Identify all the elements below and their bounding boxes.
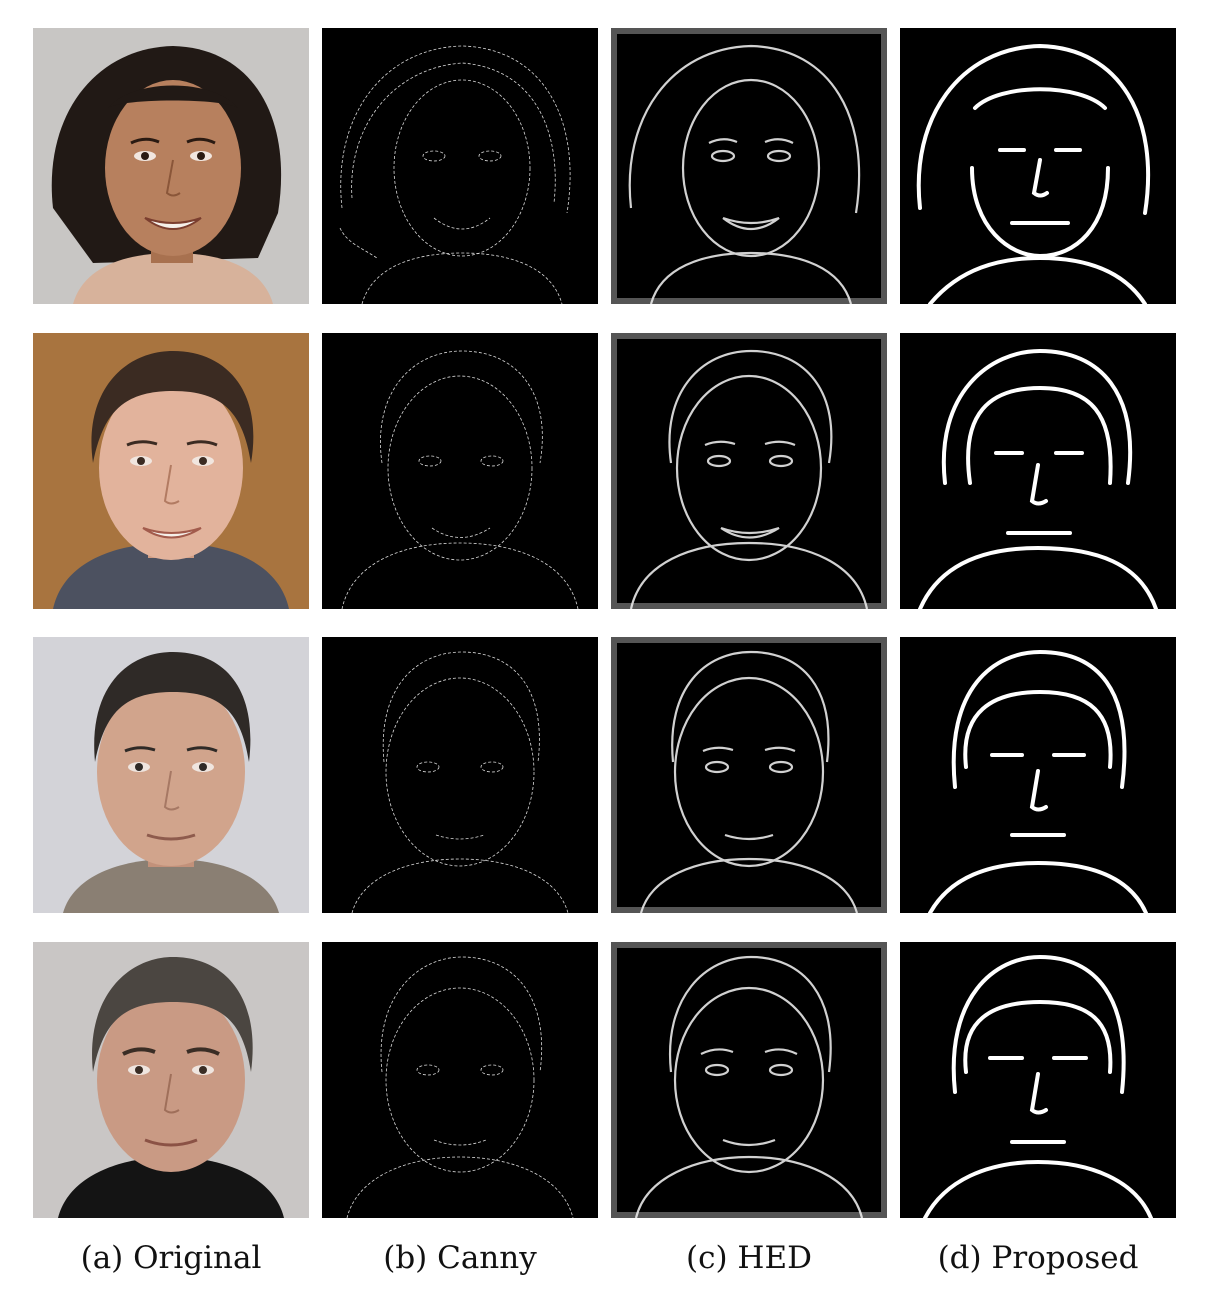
canny-edges-1 [322, 28, 598, 304]
proposed-edges-4 [900, 942, 1176, 1218]
proposed-edge-map-2 [900, 333, 1176, 609]
canny-edge-map-4 [322, 942, 598, 1218]
portrait-4 [33, 942, 309, 1218]
hed-edge-map-2 [611, 333, 887, 609]
portrait-2 [33, 333, 309, 609]
canny-edges-2 [322, 333, 598, 609]
proposed-edges-2 [900, 333, 1176, 609]
hed-edges-4 [611, 942, 887, 1218]
proposed-edge-map-1 [900, 28, 1176, 304]
caption-hed: (c) HED [686, 1240, 812, 1276]
original-photo-4 [33, 942, 309, 1218]
canny-edge-map-3 [322, 637, 598, 913]
hed-edge-map-1 [611, 28, 887, 304]
caption-original: (a) Original [80, 1240, 262, 1276]
canny-edges-4 [322, 942, 598, 1218]
canny-edge-map-2 [322, 333, 598, 609]
hed-edges-2 [611, 333, 887, 609]
portrait-1 [33, 28, 309, 304]
portrait-3 [33, 637, 309, 913]
hed-edge-map-4 [611, 942, 887, 1218]
caption-proposed: (d) Proposed [937, 1240, 1139, 1276]
proposed-edges-3 [900, 637, 1176, 913]
hed-edges-3 [611, 637, 887, 913]
caption-canny: (b) Canny [383, 1240, 537, 1276]
proposed-edge-map-4 [900, 942, 1176, 1218]
original-photo-1 [33, 28, 309, 304]
hed-edges-1 [611, 28, 887, 304]
original-photo-2 [33, 333, 309, 609]
canny-edge-map-1 [322, 28, 598, 304]
proposed-edge-map-3 [900, 637, 1176, 913]
canny-edges-3 [322, 637, 598, 913]
hed-edge-map-3 [611, 637, 887, 913]
proposed-edges-1 [900, 28, 1176, 304]
original-photo-3 [33, 637, 309, 913]
